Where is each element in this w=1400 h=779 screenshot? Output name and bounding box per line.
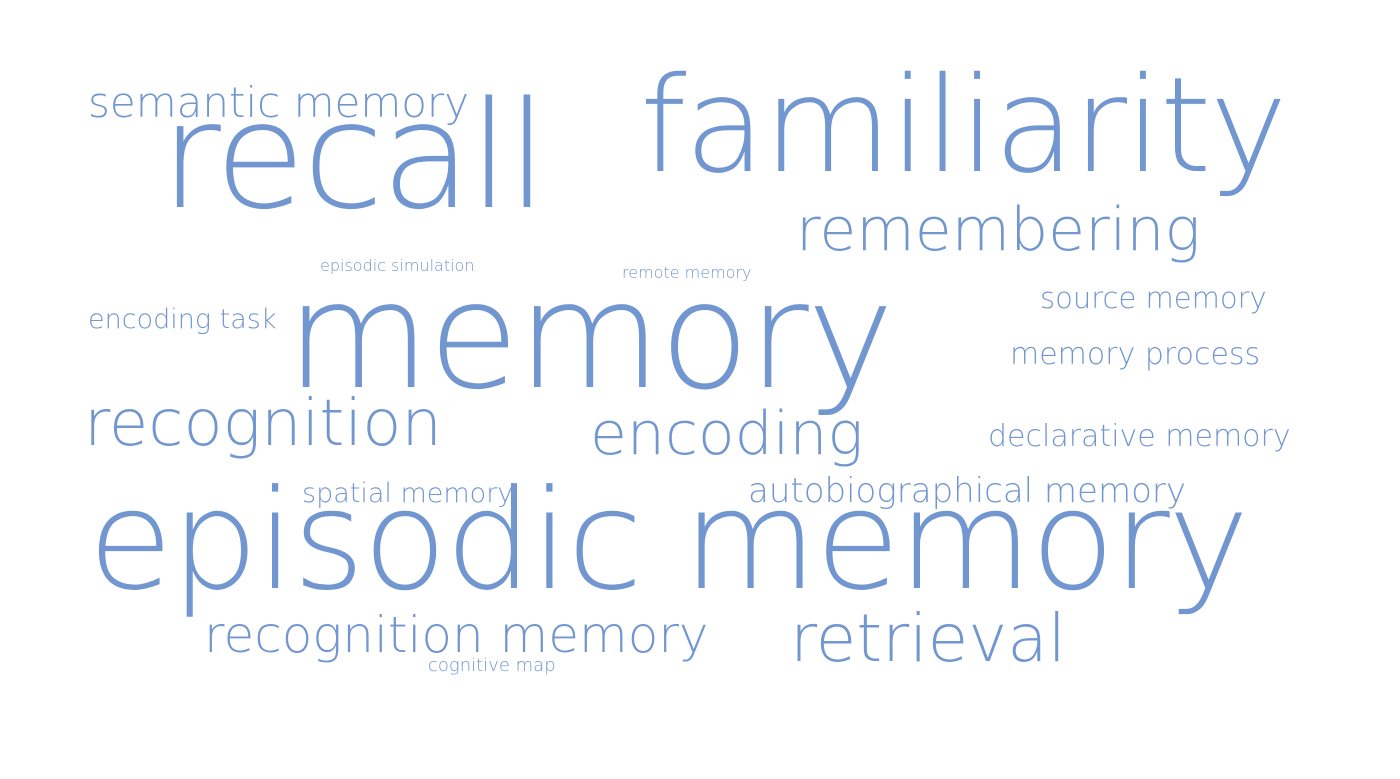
word-remote-memory: remote memory <box>622 263 752 282</box>
word-episodic-simulation: episodic simulation <box>320 256 475 275</box>
word-recognition: recognition <box>84 387 442 461</box>
word-spatial-memory: spatial memory <box>302 478 514 509</box>
word-retrieval: retrieval <box>790 600 1067 677</box>
word-autobiographical-memory: autobiographical memory <box>748 471 1186 511</box>
word-episodic-memory: episodic memory <box>88 460 1249 621</box>
word-encoding: encoding <box>590 399 864 469</box>
word-declarative-memory: declarative memory <box>988 419 1291 454</box>
word-familiarity: familiarity <box>640 49 1288 203</box>
word-cognitive-map: cognitive map <box>428 655 556 676</box>
word-remembering: remembering <box>796 195 1201 265</box>
word-memory-process: memory process <box>1010 337 1261 372</box>
word-memory: memory <box>286 250 894 422</box>
word-recall: recall <box>160 70 548 242</box>
word-recognition-memory: recognition memory <box>204 606 709 664</box>
word-source-memory: source memory <box>1040 281 1267 315</box>
word-encoding-task: encoding task <box>88 304 277 335</box>
word-semantic-memory: semantic memory <box>88 78 470 127</box>
